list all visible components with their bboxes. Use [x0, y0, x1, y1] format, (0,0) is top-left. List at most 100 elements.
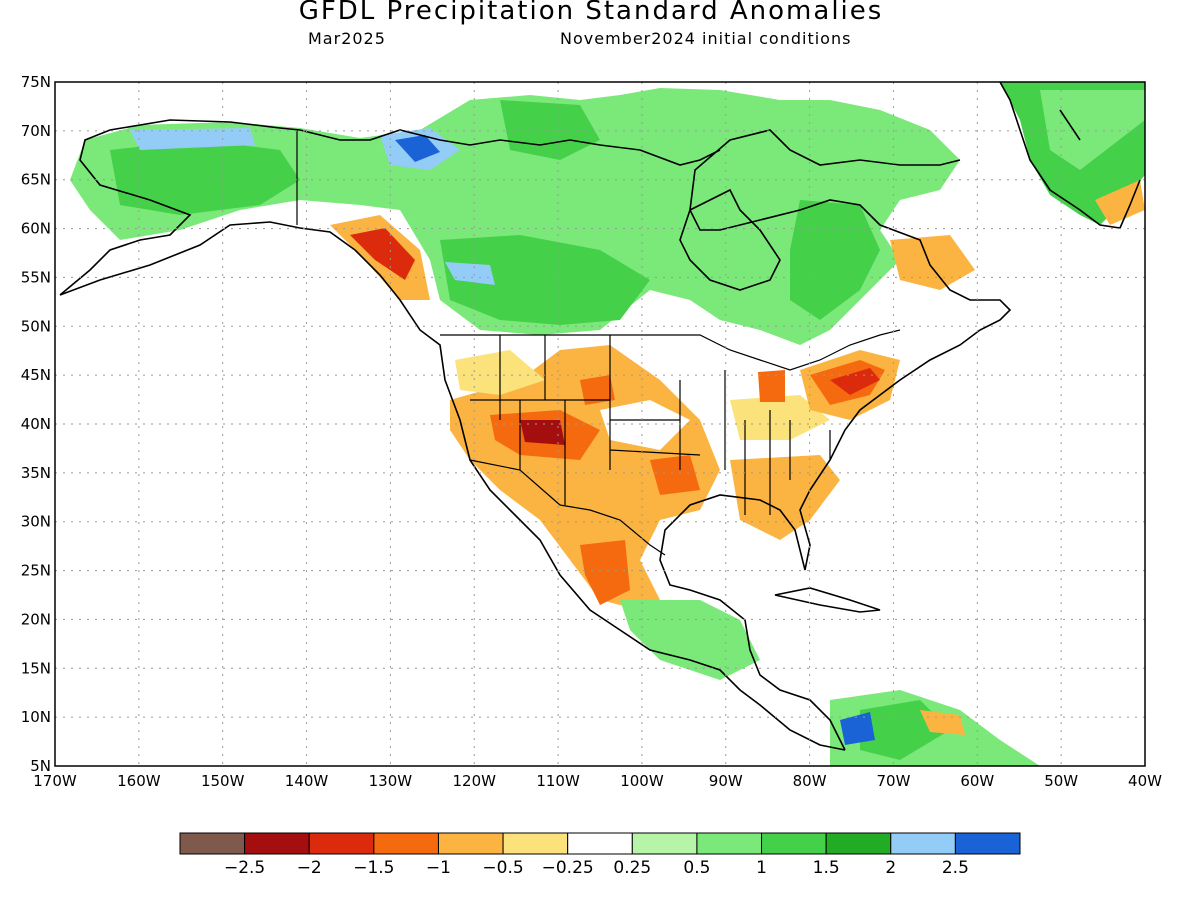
longitude-labels: 170W 160W 150W 140W 130W 120W 110W 100W 90W 80W 70…: [33, 772, 1162, 790]
lat-label: 75N: [21, 73, 51, 91]
green-darker-canada: [440, 235, 650, 325]
orange-darker-colorado: [580, 375, 615, 405]
lon-label: 80W: [793, 772, 827, 790]
colorbar-swatch: [308, 832, 375, 855]
lat-label: 10N: [21, 708, 51, 726]
colorbar-label: −1.5: [353, 858, 394, 878]
lon-label: 150W: [201, 772, 245, 790]
lon-label: 50W: [1044, 772, 1078, 790]
border-us-canada: [440, 329, 901, 371]
colorbar-swatch: [567, 832, 633, 855]
orange-darker-mexico: [580, 540, 630, 605]
colorbar-label: −1: [426, 858, 451, 878]
colorbar-label: 1: [756, 858, 767, 878]
political-borders: [296, 130, 901, 556]
lat-label: 55N: [21, 268, 51, 286]
map-title: GFDL Precipitation Standard Anomalies: [298, 0, 884, 26]
lon-label: 160W: [117, 772, 161, 790]
red-bc-coast: [350, 228, 415, 280]
colorbar-swatch: [631, 832, 698, 855]
colorbar-label: −2.5: [224, 858, 265, 878]
init-conditions: November2024 initial conditions: [560, 29, 852, 48]
blue-bc: [445, 262, 495, 285]
green-central-arctic: [500, 100, 600, 160]
coast-greenland: [999, 82, 1141, 229]
lat-label: 30N: [21, 513, 51, 531]
blue-colombia: [840, 712, 875, 745]
lon-label: 130W: [369, 772, 413, 790]
colorbar-label: 0.25: [613, 858, 651, 878]
anomaly-field: [70, 82, 1145, 766]
colorbar-label: 2: [885, 858, 896, 878]
coast-arctic: [299, 129, 721, 166]
green-greenland-light: [1040, 90, 1145, 170]
valid-month: Mar2025: [308, 29, 386, 48]
colorbar-swatch: [890, 832, 956, 855]
lat-label: 20N: [21, 610, 51, 628]
green-darker-quebec: [790, 200, 880, 320]
plot-frame: [54, 81, 1146, 767]
colorbar-label: 2.5: [942, 858, 969, 878]
colorbar: [179, 832, 1021, 855]
colorbar-swatch: [825, 832, 892, 855]
coast-alaska: [59, 119, 301, 296]
colorbar-labels: −2.5 −2 −1.5 −1 −0.5 −0.25 0.25 0.5 1 1.5 2 2.5: [224, 858, 969, 878]
lat-label: 45N: [21, 366, 51, 384]
orange-venezuela: [920, 710, 965, 735]
colorbar-swatch: [244, 832, 310, 855]
lat-label: 50N: [21, 317, 51, 335]
lon-label: 170W: [33, 772, 77, 790]
orange-greenland-tip: [1095, 180, 1145, 225]
green-darker-west: [110, 140, 300, 215]
green-region-north: [70, 88, 960, 345]
blue-dark-yukon: [395, 135, 440, 162]
white-us-plains: [600, 400, 690, 450]
lon-label: 120W: [452, 772, 496, 790]
colorbar-swatch: [373, 832, 439, 855]
lat-label: 25N: [21, 562, 51, 580]
colorbar-swatch: [179, 832, 246, 855]
coast-hudson-bay: [679, 188, 781, 291]
red-michigan: [758, 370, 785, 402]
lon-label: 60W: [960, 772, 994, 790]
colorbar-label: −2: [297, 858, 322, 878]
lat-label: 15N: [21, 659, 51, 677]
colorbar-label: −0.5: [482, 858, 523, 878]
lon-label: 40W: [1128, 772, 1162, 790]
coast-gulf: [659, 129, 1012, 751]
orange-darker-oklahoma: [650, 455, 700, 495]
orange-labrador: [890, 235, 975, 290]
lon-label: 110W: [536, 772, 580, 790]
colorbar-swatch: [761, 832, 827, 855]
lon-label: 100W: [620, 772, 664, 790]
lat-label: 70N: [21, 122, 51, 140]
blue-alaska: [130, 128, 255, 150]
lat-label: 65N: [21, 171, 51, 189]
colorbar-label: 0.5: [683, 858, 710, 878]
colorbar-swatch: [502, 832, 569, 855]
colorbar-label: −0.25: [542, 858, 594, 878]
lon-label: 140W: [285, 772, 329, 790]
coast-greenland-inner: [1059, 109, 1081, 141]
colorbar-label: 1.5: [813, 858, 840, 878]
green-mexico: [620, 600, 760, 680]
state-lines: [470, 335, 831, 515]
lon-label: 90W: [709, 772, 743, 790]
red-dark-northeast: [830, 368, 880, 395]
orange-southeast: [730, 455, 840, 540]
colorbar-swatch: [437, 832, 504, 855]
yellow-southeast: [730, 395, 830, 440]
coast-north-america: [59, 221, 846, 751]
lat-label: 35N: [21, 464, 51, 482]
coast-cuba: [774, 587, 881, 613]
lon-label: 70W: [877, 772, 911, 790]
graticule: [55, 82, 1145, 766]
latitude-labels: 75N 70N 65N 60N 55N 50N 45N 40N 35N 30N 25N 20N 15N 1…: [21, 73, 51, 775]
colorbar-swatch: [696, 832, 763, 855]
lat-label: 60N: [21, 220, 51, 238]
red-utah: [520, 420, 565, 445]
lat-label: 5N: [30, 757, 51, 775]
coastlines: [59, 82, 1141, 751]
colorbar-swatch: [954, 832, 1021, 855]
